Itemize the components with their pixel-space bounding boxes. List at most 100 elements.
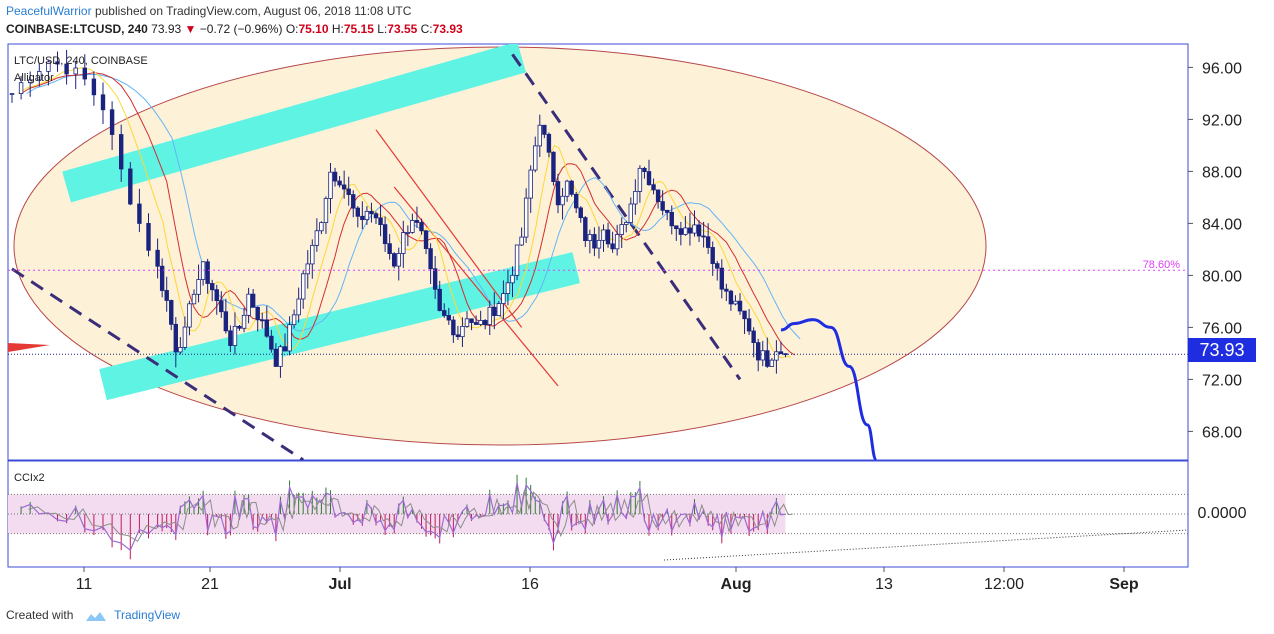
candle xyxy=(765,350,770,367)
candle xyxy=(373,213,379,219)
candle xyxy=(246,293,251,316)
candle xyxy=(587,234,593,242)
candle xyxy=(442,310,447,316)
candle xyxy=(564,180,570,197)
candle xyxy=(487,306,492,325)
price-axis[interactable]: 68.00 72.00 76.00 80.00 84.00 88.00 92.00 96.00 xyxy=(1188,60,1242,441)
candle xyxy=(396,253,401,267)
author-link[interactable]: PeacefulWarrior xyxy=(6,4,92,18)
candle xyxy=(492,306,497,316)
candle xyxy=(478,320,483,325)
candle xyxy=(715,263,720,269)
candle xyxy=(446,315,451,321)
candle xyxy=(605,229,611,245)
dashed-trendline-lower xyxy=(11,267,305,460)
candle xyxy=(451,319,456,336)
dashed-trendline-upper xyxy=(511,53,742,381)
candle xyxy=(710,247,715,264)
alligator-lips-line xyxy=(17,67,792,359)
low-label: L: xyxy=(377,22,388,36)
candle xyxy=(100,94,106,111)
candle xyxy=(223,311,229,332)
symbol-text: COINBASE:LTCUSD, 240 xyxy=(6,22,148,36)
candle xyxy=(551,151,556,182)
candle xyxy=(164,290,169,301)
open-value: 75.10 xyxy=(298,22,329,36)
candle xyxy=(510,274,515,284)
candle xyxy=(642,167,647,172)
candle xyxy=(678,228,684,235)
time-tick-label: Aug xyxy=(720,576,751,593)
candle xyxy=(574,193,579,209)
candle xyxy=(37,70,42,81)
high-label: H: xyxy=(331,22,344,36)
candle xyxy=(774,351,779,361)
candle xyxy=(18,82,24,94)
candle xyxy=(432,268,438,290)
candle xyxy=(742,310,747,320)
cyan-channel-lower xyxy=(99,252,581,401)
close-value: 73.93 xyxy=(432,22,463,36)
candle xyxy=(769,359,775,367)
time-tick-label: 16 xyxy=(521,576,539,593)
candle xyxy=(155,249,160,267)
candle xyxy=(260,319,265,322)
candle xyxy=(651,184,656,191)
publish-header: PeacefulWarrior published on TradingView… xyxy=(6,4,411,18)
candle xyxy=(241,314,247,329)
time-tick-label: 21 xyxy=(201,576,219,593)
candle xyxy=(173,323,178,353)
candle xyxy=(27,79,33,84)
candle xyxy=(182,326,188,348)
projection-curve xyxy=(780,318,878,460)
legend-indicator: Alligator xyxy=(14,72,54,84)
candle xyxy=(724,288,729,292)
candle xyxy=(555,181,561,206)
candle xyxy=(619,224,624,235)
candle xyxy=(287,324,292,352)
candle xyxy=(205,261,210,284)
candle xyxy=(410,220,415,233)
time-tick-label: Jul xyxy=(328,576,351,593)
last-value: 73.93 xyxy=(151,22,182,36)
red-marker xyxy=(8,343,50,352)
candle xyxy=(460,325,465,338)
candle xyxy=(364,210,370,221)
candle xyxy=(496,303,502,316)
candle xyxy=(655,189,661,203)
price-tick-label: 68.00 xyxy=(1202,424,1242,441)
candle xyxy=(514,244,520,276)
candle xyxy=(137,203,142,224)
tradingview-logo-icon xyxy=(85,611,106,621)
candle xyxy=(542,124,547,135)
candle xyxy=(196,279,201,295)
tradingview-link[interactable]: TradingView xyxy=(114,608,181,622)
candle xyxy=(282,346,288,352)
candle xyxy=(64,63,69,75)
candle xyxy=(482,320,488,325)
legend-symbol: LTC/USD, 240, COINBASE xyxy=(14,55,148,67)
candle xyxy=(596,239,602,249)
candle xyxy=(469,318,474,323)
created-with-text: Created with xyxy=(6,608,74,622)
price-tick-label: 80.00 xyxy=(1202,268,1242,285)
candle xyxy=(319,222,324,232)
candle xyxy=(82,67,87,80)
candle xyxy=(255,306,260,321)
candle xyxy=(614,234,620,250)
candle xyxy=(628,203,633,223)
fib-level-label: 78.60% xyxy=(1143,259,1181,271)
candle xyxy=(760,350,765,361)
candle xyxy=(264,319,269,337)
candle xyxy=(128,168,133,205)
candle xyxy=(578,207,583,219)
candle xyxy=(55,61,60,65)
change-value: −0.72 (−0.96%) xyxy=(199,22,283,36)
price-tick-label: 76.00 xyxy=(1202,320,1242,337)
candle xyxy=(533,145,538,171)
time-axis[interactable]: 11 21 Jul 16 Aug 13 12:00 Sep xyxy=(76,567,1139,593)
candle xyxy=(437,288,442,311)
oscillator-zero-label: 0.0000 xyxy=(1198,505,1247,522)
candle xyxy=(428,248,433,270)
